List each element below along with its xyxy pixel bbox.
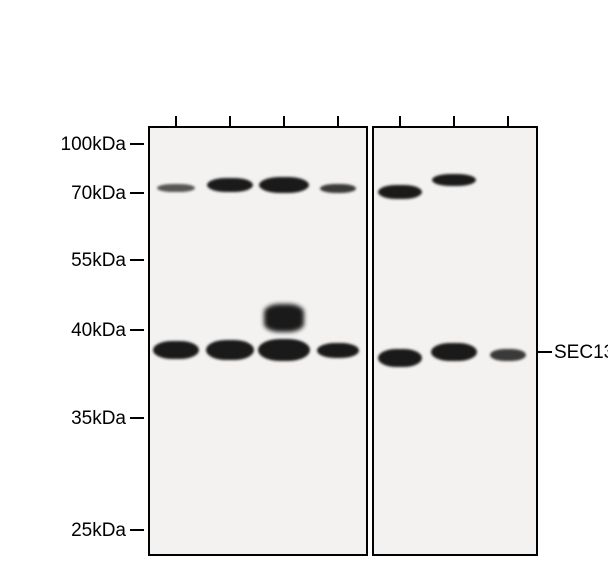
mw-tick: [130, 259, 144, 261]
mw-label: 100kDa: [46, 134, 126, 156]
lane-tick: [175, 116, 177, 126]
mw-label: 25kDa: [46, 520, 126, 542]
mw-tick: [130, 192, 144, 194]
band: [258, 339, 310, 361]
mw-tick: [130, 329, 144, 331]
band: [378, 185, 422, 199]
mw-tick: [130, 417, 144, 419]
mw-label: 40kDa: [46, 320, 126, 342]
mw-label: 70kDa: [46, 183, 126, 205]
mw-tick: [130, 529, 144, 531]
band: [153, 341, 199, 359]
lane-tick: [507, 116, 509, 126]
mw-tick: [130, 143, 144, 145]
band: [157, 184, 195, 192]
mw-label: 35kDa: [46, 408, 126, 430]
target-label: SEC13: [554, 342, 608, 364]
band: [320, 184, 356, 193]
lane-tick: [399, 116, 401, 126]
band-smear: [264, 304, 304, 332]
mw-label: 55kDa: [46, 250, 126, 272]
band: [490, 349, 526, 361]
band: [317, 343, 359, 358]
lane-tick: [337, 116, 339, 126]
band: [431, 343, 477, 361]
band: [206, 340, 254, 360]
band: [378, 349, 422, 367]
band: [259, 177, 309, 193]
lane-tick: [229, 116, 231, 126]
lane-tick: [283, 116, 285, 126]
band: [432, 174, 476, 186]
target-tick: [538, 351, 552, 353]
band: [207, 178, 253, 192]
lane-tick: [453, 116, 455, 126]
